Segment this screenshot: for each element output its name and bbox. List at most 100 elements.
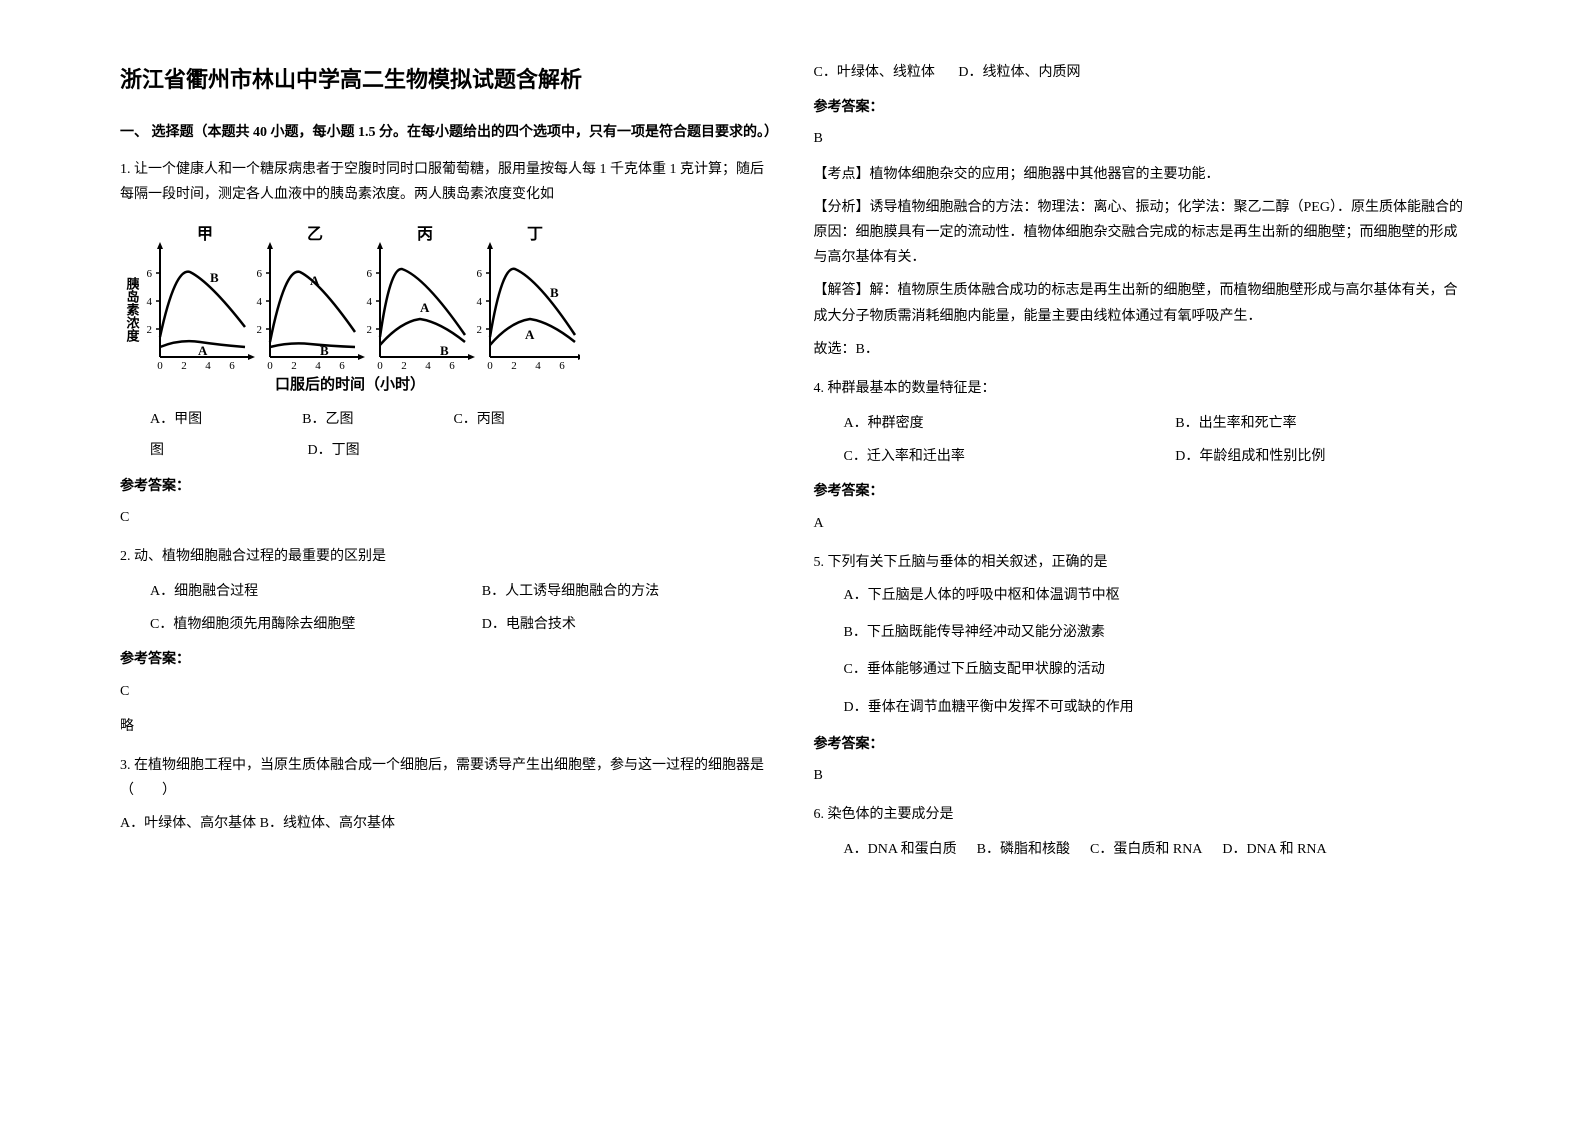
option-a: A．DNA 和蛋白质 [844,837,957,862]
option-c: C．叶绿体、线粒体 [814,65,935,80]
insulin-chart: 胰岛素浓度 甲 6 4 2 0 2 4 6 [120,217,774,397]
option-b: B．下丘脑既能传导神经冲动又能分泌激素 [844,620,1468,645]
chart-svg: 胰岛素浓度 甲 6 4 2 0 2 4 6 [120,217,580,397]
svg-text:2: 2 [477,324,483,336]
svg-text:2: 2 [181,360,187,372]
panel-label: 甲 [197,225,213,243]
option-b: B．磷脂和核酸 [977,837,1070,862]
options: A．细胞融合过程 B．人工诱导细胞融合的方法 C．植物细胞须先用酶除去细胞壁 D… [150,579,774,637]
svg-text:6: 6 [449,360,455,372]
conclusion: 故选：B． [814,337,1468,362]
question-text: 5. 下列有关下丘脑与垂体的相关叙述，正确的是 [814,550,1468,575]
option-a: A．种群密度 [844,411,1136,436]
svg-text:4: 4 [477,296,483,308]
svg-text:0: 0 [157,360,163,372]
question-5: 5. 下列有关下丘脑与垂体的相关叙述，正确的是 A．下丘脑是人体的呼吸中枢和体温… [814,550,1468,788]
svg-text:2: 2 [511,360,517,372]
svg-text:4: 4 [205,360,211,372]
answer-label: 参考答案： [814,732,1468,757]
answer-label: 参考答案： [814,95,1468,120]
answer-label: 参考答案： [120,474,774,499]
answer-value: B [814,126,1468,151]
question-text: 2. 动、植物细胞融合过程的最重要的区别是 [120,544,774,569]
option-a: A．细胞融合过程 [150,579,442,604]
option-d: D．年龄组成和性别比例 [1175,444,1467,469]
question-text: 3. 在植物细胞工程中，当原生质体融合成一个细胞后，需要诱导产生出细胞壁，参与这… [120,753,774,803]
svg-text:4: 4 [367,296,373,308]
svg-text:A: A [310,273,320,288]
answer-value: B [814,763,1468,788]
option-d: D．垂体在调节血糖平衡中发挥不可或缺的作用 [844,695,1468,720]
svg-text:0: 0 [377,360,383,372]
section-header: 一、 选择题（本题共 40 小题，每小题 1.5 分。在每小题给出的四个选项中，… [120,120,774,145]
svg-text:6: 6 [229,360,235,372]
question-3: 3. 在植物细胞工程中，当原生质体融合成一个细胞后，需要诱导产生出细胞壁，参与这… [120,753,774,837]
answer-label: 参考答案： [814,479,1468,504]
panel-label: 乙 [307,226,323,243]
svg-text:6: 6 [477,268,483,280]
svg-text:0: 0 [267,360,273,372]
svg-text:6: 6 [257,268,263,280]
question-text: 6. 染色体的主要成分是 [814,802,1468,827]
svg-text:6: 6 [339,360,345,372]
question-4: 4. 种群最基本的数量特征是： A．种群密度 B．出生率和死亡率 C．迁入率和迁… [814,376,1468,536]
svg-text:A: A [525,327,535,342]
svg-text:4: 4 [147,296,153,308]
svg-text:6: 6 [147,268,153,280]
option-c: C．垂体能够通过下丘脑支配甲状腺的活动 [844,657,1468,682]
svg-text:A: A [198,343,208,358]
svg-text:6: 6 [559,360,565,372]
options-row: A．叶绿体、高尔基体 B．线粒体、高尔基体 [120,811,774,836]
question-2: 2. 动、植物细胞融合过程的最重要的区别是 A．细胞融合过程 B．人工诱导细胞融… [120,544,774,739]
option-b: B．乙图 [302,407,353,432]
svg-text:2: 2 [257,324,263,336]
options: A．种群密度 B．出生率和死亡率 C．迁入率和迁出率 D．年龄组成和性别比例 [844,411,1468,469]
option-c: C．迁入率和迁出率 [844,444,1136,469]
svg-text:2: 2 [367,324,373,336]
answer-value: C [120,505,774,530]
option-d: D．DNA 和 RNA [1222,837,1326,862]
option-c: C．蛋白质和 RNA [1090,837,1202,862]
page-title: 浙江省衢州市林山中学高二生物模拟试题含解析 [120,60,774,100]
option-a: A．甲图 [150,407,202,432]
options-row: C．叶绿体、线粒体 D．线粒体、内质网 [814,60,1468,85]
answer-value: C [120,679,774,704]
svg-text:6: 6 [367,268,373,280]
panel-yi: 乙 6 4 2 0 2 4 6 A [257,226,366,372]
svg-text:A: A [420,300,430,315]
panel-jia: 甲 6 4 2 0 2 4 6 B [147,225,256,372]
panel-label: 丁 [527,226,543,243]
option-a: A．叶绿体、高尔基体 [120,816,256,831]
right-column: C．叶绿体、线粒体 D．线粒体、内质网 参考答案： B 【考点】植物体细胞杂交的… [794,60,1488,1082]
svg-text:4: 4 [425,360,431,372]
y-axis-label: 胰岛素浓度 [125,277,140,344]
question-1: 1. 让一个健康人和一个糖尿病患者于空腹时同时口服葡萄糖，服用量按每人每 1 千… [120,157,774,530]
svg-text:2: 2 [291,360,297,372]
svg-text:2: 2 [147,324,153,336]
option-c-cont: 图 [150,443,164,458]
panel-ding: 丁 6 4 2 0 2 4 6 B [477,226,581,372]
option-b: B．人工诱导细胞融合的方法 [482,579,774,604]
option-c: C．植物细胞须先用酶除去细胞壁 [150,612,442,637]
panel-bing: 丙 6 4 2 0 2 4 6 A [367,225,476,372]
svg-text:4: 4 [315,360,321,372]
analysis: 【考点】植物体细胞杂交的应用；细胞器中其他器官的主要功能． [814,162,1468,187]
question-text: 1. 让一个健康人和一个糖尿病患者于空腹时同时口服葡萄糖，服用量按每人每 1 千… [120,157,774,207]
option-b: B．线粒体、高尔基体 [260,816,395,831]
svg-text:0: 0 [487,360,493,372]
x-axis-label: 口服后的时间（小时） [275,375,425,393]
option-d: D．丁图 [308,443,360,458]
note: 略 [120,714,774,739]
svg-text:4: 4 [535,360,541,372]
question-text: 4. 种群最基本的数量特征是： [814,376,1468,401]
svg-text:4: 4 [257,296,263,308]
option-c: C．丙图 [453,407,504,432]
question-6: 6. 染色体的主要成分是 A．DNA 和蛋白质 B．磷脂和核酸 C．蛋白质和 R… [814,802,1468,862]
question-3-cont: C．叶绿体、线粒体 D．线粒体、内质网 参考答案： B 【考点】植物体细胞杂交的… [814,60,1468,362]
fenxi: 【分析】诱导植物细胞融合的方法：物理法：离心、振动；化学法：聚乙二醇（PEG）．… [814,195,1468,271]
svg-text:B: B [320,343,329,358]
answer-label: 参考答案： [120,647,774,672]
answer-value: A [814,511,1468,536]
svg-text:2: 2 [401,360,407,372]
left-column: 浙江省衢州市林山中学高二生物模拟试题含解析 一、 选择题（本题共 40 小题，每… [100,60,794,1082]
